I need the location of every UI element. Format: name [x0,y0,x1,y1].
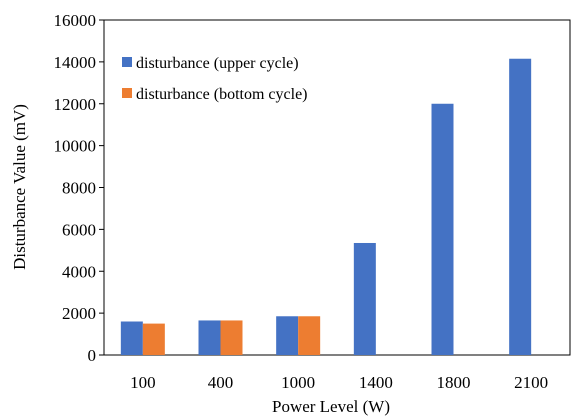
x-tick-label: 400 [208,373,234,392]
legend-label: disturbance (upper cycle) [136,55,299,72]
bar-upper-100 [120,321,143,355]
bar-upper-1000 [276,316,299,355]
y-tick-label: 2000 [62,304,96,323]
x-tick-label: 1000 [281,373,315,392]
y-tick-label: 0 [88,346,97,365]
y-tick-label: 14000 [54,53,97,72]
x-tick-label: 1400 [359,373,393,392]
bar-bottom-1000 [298,316,321,355]
y-axis-ticks: 0 2000 4000 6000 8000 10000 12000 14000 16000 [54,11,104,365]
bar-upper-1400 [353,242,376,355]
y-axis-title: Disturbance Value (mV) [10,104,29,270]
bar-upper-1800 [431,103,454,355]
x-axis-title: Power Level (W) [272,397,390,416]
x-tick-label: 100 [130,373,156,392]
y-tick-label: 16000 [54,11,97,30]
legend: disturbance (upper cycle) disturbance (bo… [122,55,308,103]
legend-swatch [122,88,132,98]
y-tick-label: 12000 [54,95,97,114]
legend-label: disturbance (bottom cycle) [136,86,308,103]
x-tick-label: 1800 [437,373,471,392]
x-tick-label: 2100 [514,373,548,392]
bar-upper-2100 [509,58,532,355]
bar-bottom-400 [220,320,243,355]
bar-bottom-100 [142,323,165,355]
x-axis-ticks: 100 400 1000 1400 1800 2100 [130,373,548,392]
bars [120,58,532,355]
bar-upper-400 [198,320,221,355]
y-tick-label: 4000 [62,262,96,281]
legend-swatch [122,57,132,67]
y-tick-label: 10000 [54,137,97,156]
y-tick-label: 8000 [62,179,96,198]
y-tick-label: 6000 [62,220,96,239]
